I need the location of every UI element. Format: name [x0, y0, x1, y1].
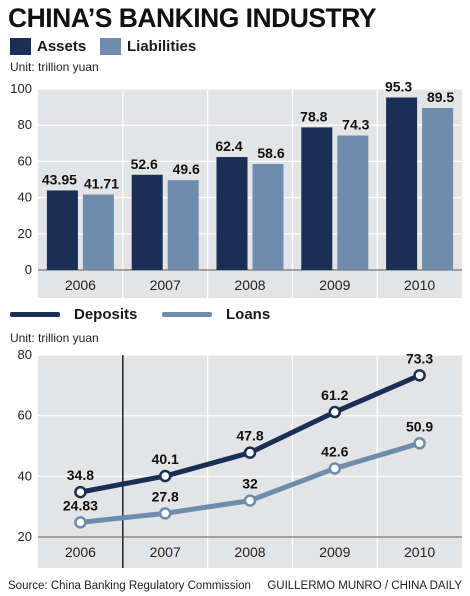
legend-item-deposits: Deposits — [10, 304, 137, 324]
credit-note: GUILLERMO MUNRO / CHINA DAILY — [267, 580, 462, 592]
line-x-tick-label: 2010 — [404, 544, 435, 560]
bar-value-label: 52.6 — [131, 156, 158, 172]
legend-line-deposits — [10, 311, 60, 317]
bar-y-tick-label: 0 — [25, 262, 32, 277]
bar-value-label: 95.3 — [385, 79, 412, 95]
line-x-tick-label: 2007 — [150, 544, 181, 560]
point-loans-2006 — [74, 516, 87, 529]
point-value-label: 27.8 — [152, 488, 179, 504]
line-y-tick-label: 80 — [18, 347, 32, 362]
line-y-tick-label: 20 — [18, 529, 32, 544]
bar-assets-2009 — [301, 127, 333, 270]
point-value-label: 40.1 — [152, 451, 179, 467]
bar-liabilities-2006 — [82, 194, 114, 270]
bar-assets-2007 — [131, 174, 163, 270]
bar-liabilities-2010 — [422, 108, 454, 270]
point-loans-2010 — [413, 437, 426, 450]
bar-y-tick-label: 100 — [10, 81, 32, 96]
line-x-tick-label: 2008 — [234, 544, 265, 560]
legend-item-liabilities: Liabilities — [100, 36, 196, 56]
legend-swatch-liabilities — [100, 37, 121, 55]
point-value-label: 42.6 — [321, 443, 348, 459]
bar-assets-2010 — [386, 97, 418, 270]
bar-value-label: 78.8 — [300, 108, 327, 124]
bar-value-label: 74.3 — [342, 117, 369, 133]
legend-item-assets: Assets — [10, 36, 86, 56]
line-chart-unit: Unit: trillion yuan — [10, 331, 99, 345]
point-value-label: 34.8 — [67, 467, 94, 483]
line-plot-background — [38, 355, 462, 568]
line-x-tick-label: 2006 — [65, 544, 96, 560]
bar-value-label: 43.95 — [42, 171, 77, 187]
point-value-label: 73.3 — [406, 350, 433, 366]
bar-y-tick-label: 40 — [18, 190, 32, 205]
point-deposits-2010 — [413, 369, 426, 382]
bar-value-label: 62.4 — [215, 138, 242, 154]
point-loans-2009 — [328, 462, 342, 475]
point-value-label: 50.9 — [406, 418, 433, 434]
bar-assets-2006 — [46, 190, 78, 270]
bar-chart: 0 20 40 60 80 100 43.95 41.71 2006 52.6 49.6 2007 62… — [10, 79, 462, 298]
bar-y-tick-label: 80 — [18, 117, 32, 132]
point-deposits-2007 — [158, 469, 172, 483]
bar-value-label: 49.6 — [173, 161, 200, 177]
legend-item-loans: Loans — [162, 304, 270, 324]
legend-label-assets: Assets — [37, 37, 87, 55]
bar-liabilities-2008 — [252, 163, 284, 270]
bar-y-tick-label: 60 — [18, 153, 32, 168]
bar-x-tick-label: 2006 — [65, 277, 96, 293]
bar-chart-unit: Unit: trillion yuan — [10, 60, 99, 74]
point-value-label: 47.8 — [236, 428, 263, 444]
chart-title: CHINA’S BANKING INDUSTRY — [8, 3, 377, 33]
bar-x-tick-label: 2009 — [319, 277, 350, 293]
bar-x-tick-label: 2010 — [404, 277, 435, 293]
point-loans-2007 — [158, 507, 172, 520]
bar-value-label: 89.5 — [427, 89, 454, 105]
bar-assets-2008 — [216, 157, 248, 270]
point-value-label: 61.2 — [321, 387, 348, 403]
bar-value-label: 58.6 — [257, 145, 284, 161]
point-deposits-2008 — [243, 446, 257, 459]
source-note: Source: China Banking Regulatory Commiss… — [8, 580, 251, 592]
bar-x-tick-label: 2008 — [234, 277, 265, 293]
line-y-tick-label: 40 — [18, 468, 32, 483]
bar-liabilities-2009 — [337, 135, 369, 270]
bar-liabilities-2007 — [167, 180, 199, 270]
legend-label-loans: Loans — [226, 305, 271, 323]
point-value-label: 32 — [242, 476, 258, 492]
legend-line-loans — [162, 311, 212, 317]
point-deposits-2006 — [74, 485, 87, 499]
bar-y-tick-label: 20 — [18, 226, 32, 241]
legend-label-deposits: Deposits — [74, 305, 138, 323]
legend-swatch-assets — [10, 37, 31, 55]
bar-value-label: 41.71 — [84, 176, 119, 192]
point-loans-2008 — [243, 494, 257, 507]
point-value-label: 24.83 — [63, 497, 98, 513]
line-x-tick-label: 2009 — [319, 544, 350, 560]
line-y-tick-label: 60 — [18, 408, 32, 423]
point-deposits-2009 — [328, 405, 342, 419]
bar-x-tick-label: 2007 — [150, 277, 181, 293]
legend-label-liabilities: Liabilities — [127, 37, 197, 55]
